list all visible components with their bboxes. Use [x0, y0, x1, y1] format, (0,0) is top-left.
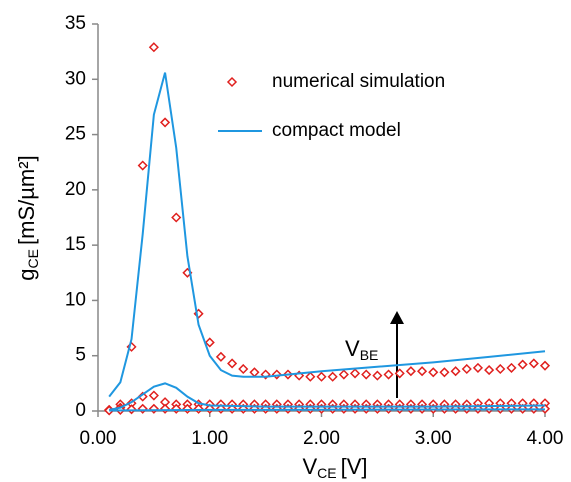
y-tick-label: 25: [65, 124, 86, 145]
y-tick-label: 20: [65, 179, 86, 200]
data-point: [227, 358, 238, 369]
data-point: [472, 362, 484, 373]
data-point: [405, 366, 416, 377]
data-point: [137, 160, 148, 171]
y-tick-label: 35: [65, 13, 86, 34]
y-tick-label: 5: [75, 345, 86, 366]
y-tick-label: 10: [65, 289, 86, 310]
data-point: [394, 368, 405, 379]
data-point: [417, 366, 428, 377]
data-point: [439, 367, 450, 378]
legend-label: numerical simulation: [272, 71, 445, 92]
data-point: [305, 371, 316, 382]
annotation-arrowhead: [390, 311, 404, 324]
data-point: [517, 359, 528, 370]
model-line: [109, 408, 546, 412]
data-point: [450, 366, 461, 377]
data-point: [495, 363, 506, 375]
data-point: [215, 351, 226, 362]
x-tick-label: 0.00: [80, 428, 117, 449]
data-point: [159, 117, 171, 128]
x-axis-label: VCE [V]: [302, 454, 367, 481]
x-tick-label: 1.00: [191, 428, 228, 449]
data-point: [349, 368, 361, 379]
legend-label: compact model: [272, 120, 401, 141]
data-point: [506, 362, 517, 373]
model-line: [108, 72, 546, 398]
annotation: VBE: [345, 336, 378, 363]
data-point: [171, 212, 182, 223]
data-point: [361, 369, 372, 380]
data-point: [484, 365, 495, 376]
data-point: [327, 371, 338, 382]
data-point: [539, 403, 551, 414]
x-tick-label: 3.00: [415, 428, 452, 449]
model-line: [108, 382, 546, 411]
data-point: [238, 363, 249, 375]
x-tick-label: 2.00: [303, 428, 340, 449]
y-tick-label: 30: [65, 68, 86, 89]
y-tick-label: 15: [65, 234, 86, 255]
data-point: [316, 371, 327, 382]
legend-marker: [226, 76, 238, 88]
y-axis-label: gCE[mS/µm²]: [14, 155, 41, 280]
data-point: [148, 390, 159, 401]
x-tick-label: 4.00: [527, 428, 564, 449]
data-point: [372, 370, 383, 381]
data-point: [528, 358, 539, 369]
data-point: [461, 363, 472, 375]
data-point: [338, 369, 349, 380]
data-point: [383, 369, 394, 380]
data-point: [249, 367, 260, 378]
data-point: [428, 367, 439, 378]
data-point: [539, 360, 551, 371]
data-point: [148, 42, 159, 53]
data-point: [204, 337, 215, 348]
y-tick-label: 0: [75, 400, 86, 421]
